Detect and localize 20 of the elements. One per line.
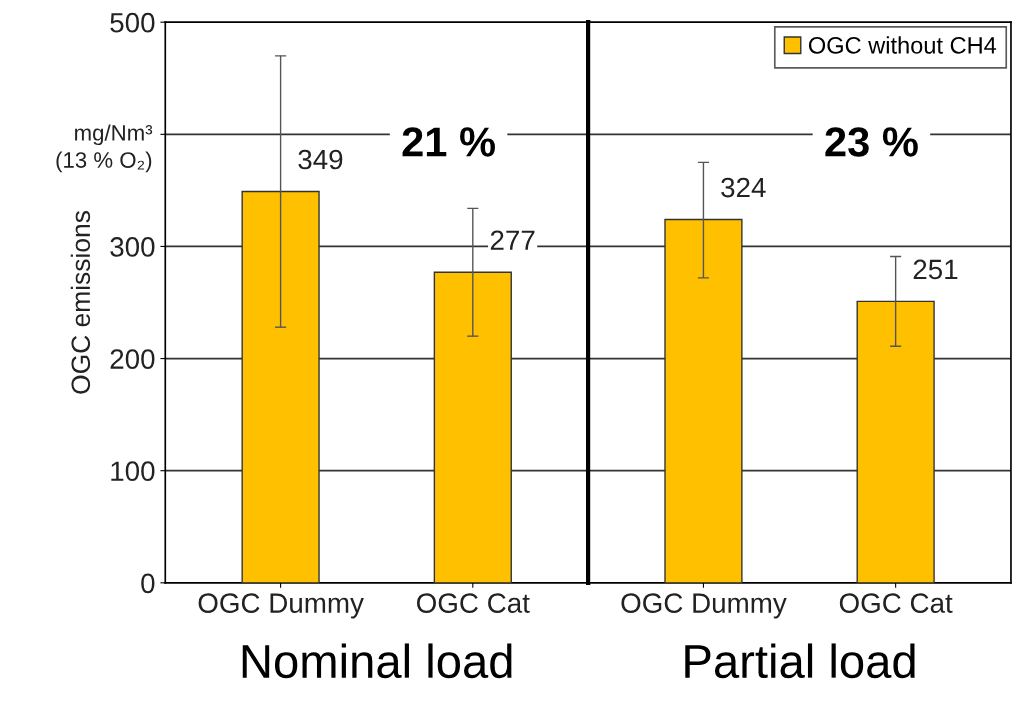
x-tick-label: OGC Dummy [198,593,364,619]
y-axis-title: OGC emissions [70,211,91,394]
annotation: 23 % [825,127,918,157]
data-label: 349 [298,149,343,170]
x-axis-title: Nominal load [242,643,512,679]
text: mg/Nm³ (13 % O₂) [56,124,153,173]
annotation: 21 % [402,127,495,157]
data-label: 324 [721,177,766,198]
x-tick-label: OGC Cat [417,593,530,613]
data-label: 251 [913,259,958,280]
y-tick-label: 0 [141,573,155,594]
x-tick-label: OGC Cat [839,593,953,613]
y-tick-label: 500 [110,12,155,33]
y-tick-label: 200 [110,349,155,369]
y-tick-label: 100 [111,461,155,482]
x-axis-title: Partial load [685,643,915,679]
legend-label: OGC without CH4 [808,36,997,54]
x-tick-label: OGC Dummy [621,593,787,619]
y-tick-label: 300 [110,237,155,257]
data-label: 277 [490,230,535,250]
